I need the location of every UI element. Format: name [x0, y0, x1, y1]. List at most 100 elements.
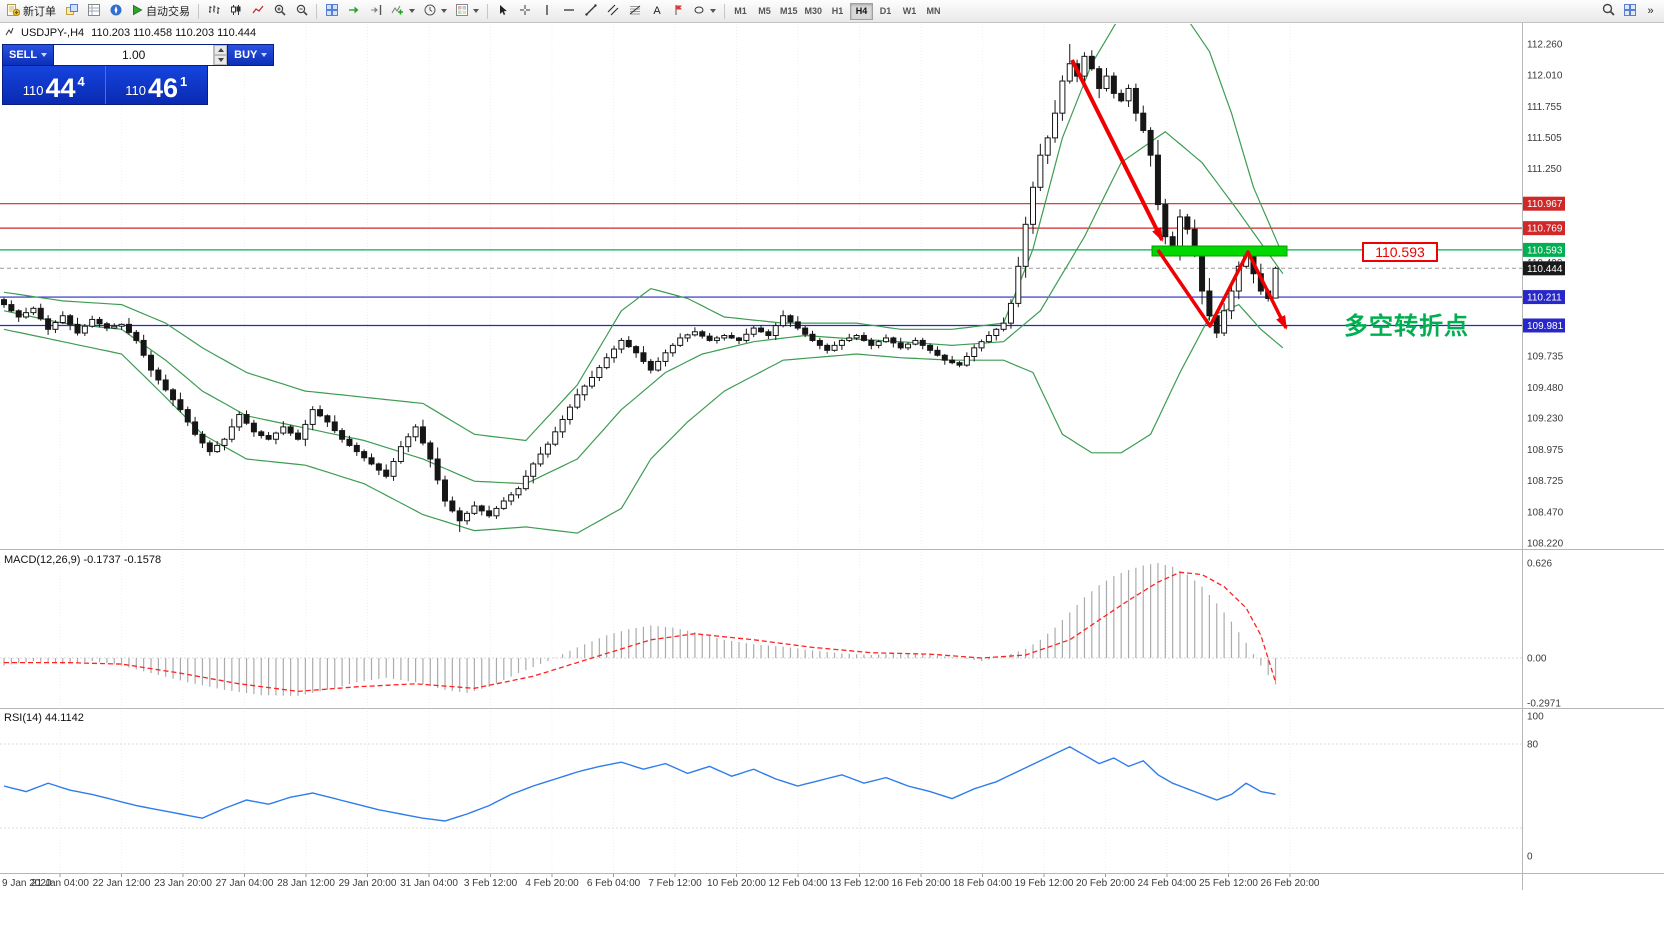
svg-text:16 Feb 20:00: 16 Feb 20:00 — [892, 878, 951, 889]
timeframe-m5-button[interactable]: M5 — [753, 3, 776, 20]
zigzag-arrow — [1156, 249, 1288, 330]
chart-shift-icon — [370, 4, 382, 19]
dropdown-caret-icon — [441, 9, 447, 13]
svg-text:0: 0 — [1527, 852, 1533, 863]
bollinger-upper-band — [3, 24, 1284, 442]
trendline-tool-button[interactable] — [580, 2, 601, 21]
timeframe-w1-button[interactable]: W1 — [898, 3, 921, 20]
navigator-icon — [110, 4, 122, 19]
timeframe-h1-button[interactable]: H1 — [826, 3, 849, 20]
cursor-icon — [497, 4, 509, 19]
chart-shift-button[interactable] — [365, 2, 386, 21]
horizontal-line-tool-button[interactable] — [558, 2, 579, 21]
volume-increase-button[interactable] — [214, 45, 228, 55]
shapes-tool-button[interactable] — [690, 2, 720, 21]
svg-text:110.967: 110.967 — [1527, 199, 1563, 210]
svg-text:110.769: 110.769 — [1527, 224, 1563, 235]
turning-point-annotation[interactable]: 多空转折点 — [1344, 313, 1469, 340]
buy-price-display[interactable]: 110 46 1 — [106, 66, 208, 104]
toolbar-separator — [198, 3, 199, 19]
timeframe-m30-button[interactable]: M30 — [802, 3, 826, 20]
svg-text:A: A — [653, 5, 661, 16]
text-tool-icon: A — [651, 4, 663, 19]
text-tool-button[interactable]: A — [646, 2, 667, 21]
svg-text:31 Jan 04:00: 31 Jan 04:00 — [400, 878, 458, 889]
svg-text:9 Jan 2020: 9 Jan 2020 — [2, 878, 52, 889]
buy-dropdown-caret-icon — [261, 53, 268, 57]
dropdown-caret-icon — [409, 9, 415, 13]
fibonacci-tool-button[interactable] — [624, 2, 645, 21]
timeframe-m1-button[interactable]: M1 — [729, 3, 752, 20]
sell-button-label: SELL — [9, 49, 38, 61]
price-level-callout[interactable]: 110.593 — [1362, 242, 1438, 262]
svg-text:112.010: 112.010 — [1527, 70, 1563, 81]
window-layout-button[interactable] — [1619, 2, 1640, 21]
svg-text:7 Feb 12:00: 7 Feb 12:00 — [648, 878, 702, 889]
zoom-in-button[interactable] — [269, 2, 290, 21]
search-button[interactable] — [1598, 2, 1619, 21]
vertical-line-tool-button[interactable] — [536, 2, 557, 21]
channel-tool-button[interactable] — [602, 2, 623, 21]
navigator-button[interactable] — [105, 2, 126, 21]
periods-button[interactable] — [420, 2, 451, 21]
toolbar-overflow-button[interactable]: » — [1640, 2, 1661, 21]
rsi-layer — [0, 743, 1522, 829]
toolbar: 新订单 自动交易 A M1 M5 M15 M30 H1 H4 D1 W1 MN … — [0, 0, 1664, 23]
new-order-icon — [7, 3, 21, 19]
timeframe-mn-button[interactable]: MN — [922, 3, 945, 20]
indicators-button[interactable] — [387, 2, 419, 21]
toolbar-separator — [487, 3, 488, 19]
tile-windows-icon — [325, 3, 338, 19]
svg-text:24 Feb 04:00: 24 Feb 04:00 — [1138, 878, 1197, 889]
templates-button[interactable] — [452, 2, 483, 21]
periods-icon — [424, 4, 436, 19]
sell-price-display[interactable]: 110 44 4 — [3, 66, 105, 104]
new-order-button[interactable]: 新订单 — [3, 2, 60, 21]
svg-text:-0.2971: -0.2971 — [1527, 699, 1561, 710]
volume-field-group — [54, 44, 228, 66]
crosshair-tool-button[interactable] — [514, 2, 535, 21]
price-chart-layer[interactable] — [0, 0, 1522, 534]
rsi-line — [3, 746, 1276, 822]
price-axis[interactable]: 112.260 112.010 111.755 111.505 111.250 110.4… — [1523, 40, 1565, 863]
chart-window-icon — [5, 27, 14, 39]
svg-text:10 Feb 20:00: 10 Feb 20:00 — [707, 878, 766, 889]
market-watch-button[interactable] — [83, 2, 104, 21]
svg-text:108.975: 108.975 — [1527, 445, 1564, 456]
price-divider — [104, 66, 106, 104]
line-chart-type-button[interactable] — [247, 2, 268, 21]
macd-label: MACD(12,26,9) -0.1737 -0.1578 — [4, 554, 162, 566]
trendline-icon — [584, 3, 597, 19]
vertical-line-icon — [541, 4, 553, 19]
candlestick-chart-type-button[interactable] — [225, 2, 246, 21]
grid-layer — [59, 24, 1291, 877]
timeframe-d1-button[interactable]: D1 — [874, 3, 897, 20]
sell-button[interactable]: SELL — [2, 44, 55, 66]
horizontal-line-icon — [563, 4, 575, 19]
downtrend-arrow — [1070, 59, 1164, 242]
timeframe-m15-button[interactable]: M15 — [777, 3, 801, 20]
timeframe-h4-button[interactable]: H4 — [850, 2, 874, 20]
search-icon — [1602, 3, 1615, 19]
one-click-trading-panel: SELL BUY 110 44 4 110 46 1 — [2, 44, 275, 105]
toolbar-separator — [316, 3, 317, 19]
volume-input[interactable] — [54, 45, 214, 65]
auto-trading-icon — [131, 4, 143, 19]
charts-profile-button[interactable] — [61, 2, 82, 21]
bar-chart-type-button[interactable] — [203, 2, 224, 21]
auto-trading-button[interactable]: 自动交易 — [127, 2, 194, 21]
tile-windows-button[interactable] — [321, 2, 342, 21]
volume-decrease-button[interactable] — [214, 55, 228, 65]
channel-icon — [607, 4, 619, 19]
label-tool-button[interactable] — [668, 2, 689, 21]
svg-text:80: 80 — [1527, 740, 1539, 751]
auto-scroll-icon — [348, 4, 360, 19]
buy-button[interactable]: BUY — [227, 44, 275, 66]
zoom-out-button[interactable] — [291, 2, 312, 21]
svg-text:29 Jan 20:00: 29 Jan 20:00 — [339, 878, 397, 889]
auto-scroll-button[interactable] — [343, 2, 364, 21]
cursor-tool-button[interactable] — [492, 2, 513, 21]
svg-text:20 Feb 20:00: 20 Feb 20:00 — [1076, 878, 1135, 889]
